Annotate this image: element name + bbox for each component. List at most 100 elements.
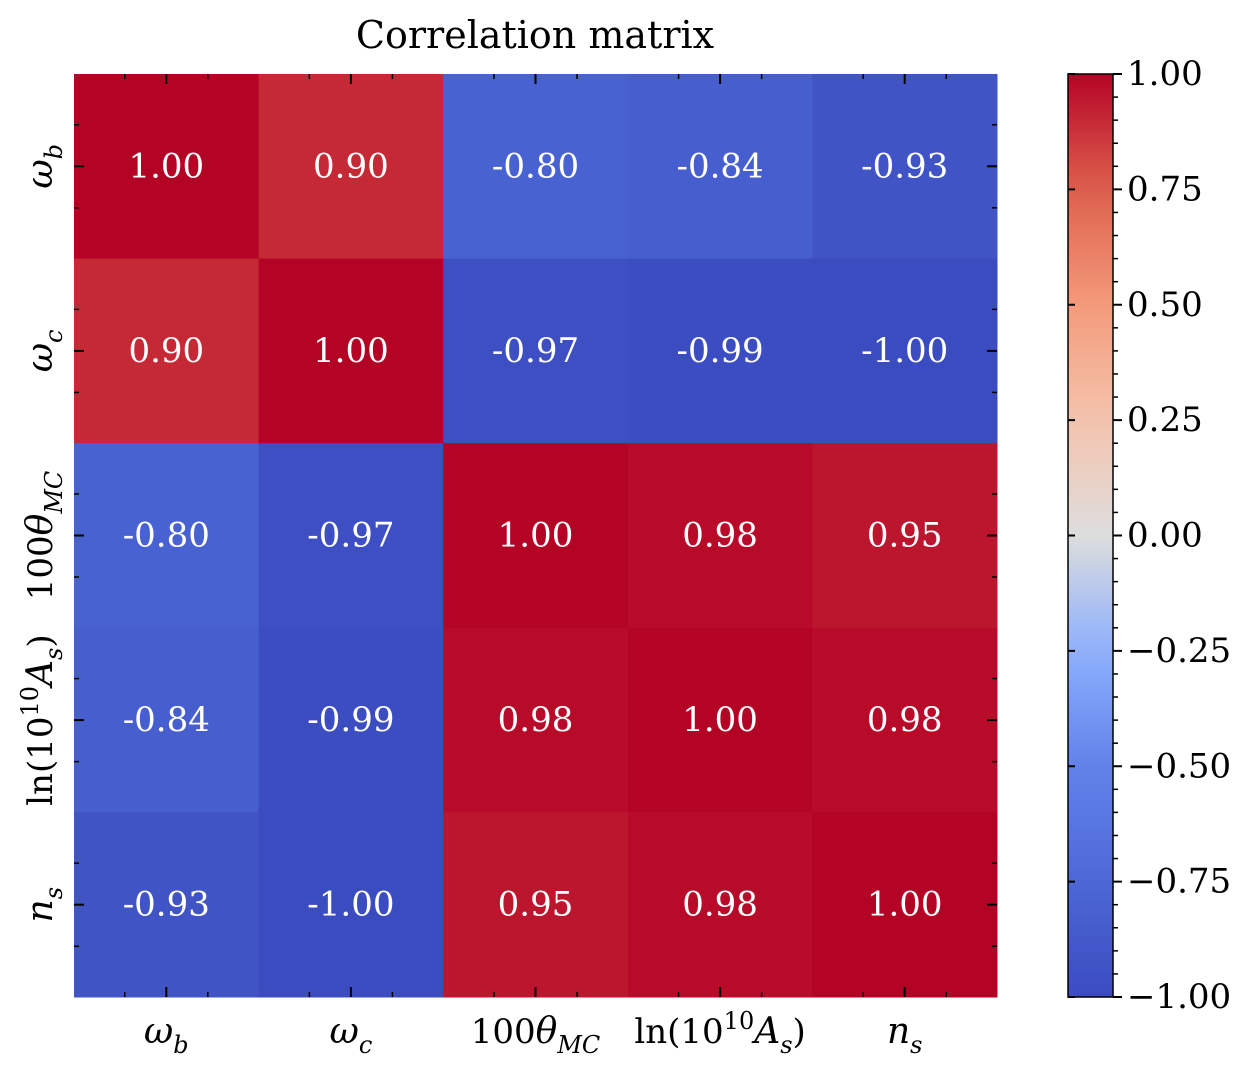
colorbar-tick-label: 0.25 xyxy=(1127,400,1203,440)
colorbar-gradient xyxy=(1068,74,1113,997)
cell-value-label: 0.90 xyxy=(128,331,204,371)
axis-label-main: ω xyxy=(329,1011,358,1052)
axis-label-sup: 10 xyxy=(724,1007,755,1035)
heatmap-cell xyxy=(258,443,444,629)
axis-label-sub: b xyxy=(173,1031,188,1059)
axis-label-sub: b xyxy=(40,144,68,159)
axis-label-pre: 100 xyxy=(471,1012,536,1052)
axis-label-sup: 10 xyxy=(16,686,44,717)
axis-label-sub: s xyxy=(910,1031,922,1059)
cell-value-label: 1.00 xyxy=(682,700,758,740)
y-tick-label: ωc​ xyxy=(20,329,68,372)
cell-value-label: 0.98 xyxy=(498,700,574,740)
cell-value-label: 0.98 xyxy=(682,516,758,556)
colorbar-tick-label: 0.00 xyxy=(1127,516,1203,556)
heatmap-cells xyxy=(74,74,998,998)
x-axis: ωb​ ωc​ 100θMC​ ln(1010As) ns​ xyxy=(124,74,947,1059)
axis-label-post: ) xyxy=(21,634,61,647)
heatmap-cell xyxy=(443,443,629,629)
heatmap-cell xyxy=(74,74,260,260)
x-tick-label: ωc​ xyxy=(329,1011,372,1059)
x-tick-label: 100θMC​ xyxy=(471,1011,601,1059)
cell-value-label: 1.00 xyxy=(498,516,574,556)
x-tick-label: ln(1010As) xyxy=(634,1007,805,1059)
axis-label-post: ) xyxy=(793,1012,806,1052)
cell-value-label: 1.00 xyxy=(313,331,389,371)
cell-value-label: -0.99 xyxy=(676,331,763,371)
cell-value-label: -1.00 xyxy=(861,331,948,371)
cell-value-label: -1.00 xyxy=(307,885,394,925)
colorbar-ticks: 1.00 0.75 0.50 0.25 0.00 −0.25 −0.50 −0.75 −1.00 xyxy=(1067,54,1231,1017)
heatmap-cell xyxy=(627,443,813,629)
heatmap-cell xyxy=(443,74,629,260)
axis-label-sub: MC xyxy=(556,1031,600,1059)
heatmap-cell xyxy=(258,258,444,444)
heatmap-cell xyxy=(443,812,629,998)
cell-value-label: -0.84 xyxy=(123,700,210,740)
heatmap-cell xyxy=(627,74,813,260)
cell-value-label: -0.97 xyxy=(307,516,394,556)
cell-value-label: -0.99 xyxy=(307,700,394,740)
heatmap-cell xyxy=(258,74,444,260)
colorbar-tick-label: 0.50 xyxy=(1127,285,1203,325)
axis-label-main: n xyxy=(20,899,61,922)
heatmap-cell xyxy=(627,258,813,444)
heatmap-cell-labels: 1.00 0.90 -0.80 -0.84 -0.93 0.90 1.00 -0.97 -0.9… xyxy=(123,146,949,924)
colorbar-tick-label: 0.75 xyxy=(1127,169,1203,209)
cell-value-label: 0.95 xyxy=(498,885,574,925)
cell-value-label: -0.84 xyxy=(676,146,763,186)
axis-label-main: ω xyxy=(20,159,61,188)
heatmap-cell xyxy=(443,627,629,813)
heatmap-cell xyxy=(627,812,813,998)
axis-label-main: θ xyxy=(20,513,61,535)
heatmap-cell xyxy=(812,74,998,260)
colorbar-tick-label: −0.50 xyxy=(1127,746,1231,786)
axis-label-main: θ xyxy=(536,1011,558,1052)
cell-value-label: 1.00 xyxy=(128,146,204,186)
colorbar-tick-label: −1.00 xyxy=(1127,977,1231,1017)
axis-label-main: n xyxy=(887,1011,910,1052)
x-tick-label: ns​ xyxy=(887,1011,923,1059)
axis-label-sub: c xyxy=(359,1031,372,1059)
heatmap-cell xyxy=(627,627,813,813)
cell-value-label: -0.97 xyxy=(492,331,579,371)
heatmap-cell xyxy=(812,627,998,813)
axis-label-pre: ln(10 xyxy=(21,717,61,806)
cell-value-label: -0.93 xyxy=(123,885,210,925)
colorbar-frame xyxy=(1067,73,1114,998)
cell-value-label: -0.80 xyxy=(492,146,579,186)
heatmap-cell xyxy=(812,812,998,998)
axis-label-main: A xyxy=(751,1011,780,1052)
axis-label-main: ω xyxy=(144,1011,173,1052)
heatmap-cell xyxy=(74,812,260,998)
heatmap-cell xyxy=(812,443,998,629)
y-tick-label: ln(1010As) xyxy=(16,634,68,805)
chart-title: Correlation matrix xyxy=(356,13,714,57)
axis-label-sub: s xyxy=(780,1031,792,1059)
axis-label-sub: s xyxy=(40,887,68,899)
heatmap-cell xyxy=(812,258,998,444)
colorbar-tick-label: 1.00 xyxy=(1127,54,1203,94)
y-tick-label: ωb​ xyxy=(20,144,68,189)
heatmap-cell xyxy=(443,258,629,444)
y-tick-label: ns​ xyxy=(20,887,68,923)
cell-value-label: 0.90 xyxy=(313,146,389,186)
cell-value-label: 0.98 xyxy=(867,700,943,740)
cell-value-label: -0.93 xyxy=(861,146,948,186)
cell-value-label: 0.95 xyxy=(867,516,943,556)
axis-label-sub: MC xyxy=(40,471,68,515)
axis-label-pre: ln(10 xyxy=(634,1012,723,1052)
cell-value-label: -0.80 xyxy=(123,516,210,556)
colorbar-tick-label: −0.75 xyxy=(1127,862,1231,902)
y-axis: ωb​ ωc​ 100θMC​ ln(1010As) ns​ xyxy=(16,124,997,947)
axis-label-sub: c xyxy=(40,329,68,342)
heatmap-cell xyxy=(258,627,444,813)
axis-label-sub: s xyxy=(40,648,68,660)
heatmap-cell xyxy=(74,627,260,813)
heatmap-cell xyxy=(74,443,260,629)
heatmap-cell xyxy=(74,258,260,444)
x-tick-label: ωb​ xyxy=(144,1011,189,1059)
cell-value-label: 0.98 xyxy=(682,885,758,925)
heatmap-cell xyxy=(258,812,444,998)
